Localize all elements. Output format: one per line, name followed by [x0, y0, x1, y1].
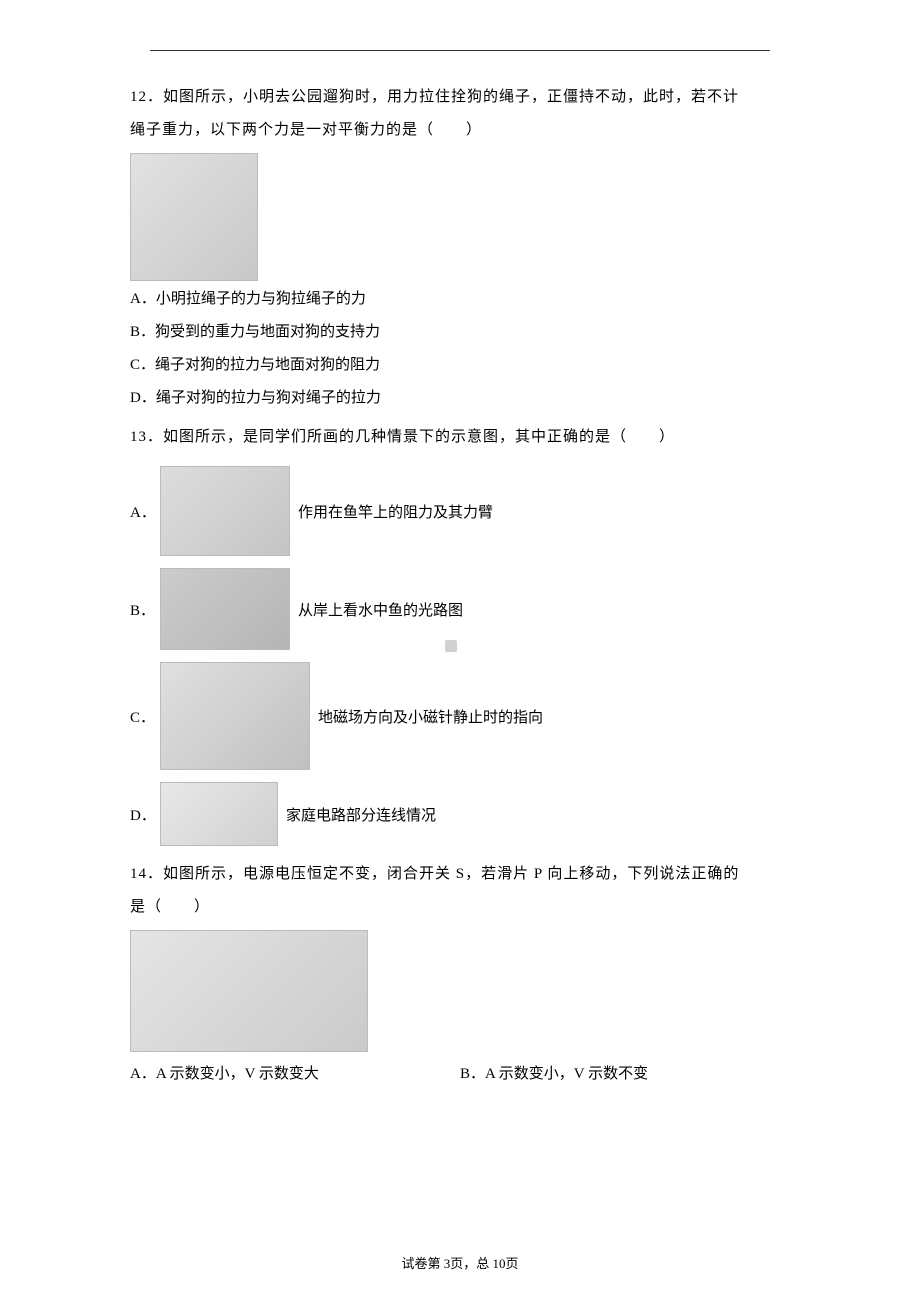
q12-stem-line2: 绳子重力，以下两个力是一对平衡力的是（ ） [130, 114, 790, 147]
q14-stem-line1: 14．如图所示，电源电压恒定不变，闭合开关 S，若滑片 P 向上移动，下列说法正… [130, 858, 790, 891]
q12-option-c: C．绳子对狗的拉力与地面对狗的阻力 [130, 349, 790, 382]
q13-option-d: D． 家庭电路部分连线情况 [130, 782, 790, 846]
q12-stem-line1: 12．如图所示，小明去公园遛狗时，用力拉住拴狗的绳子，正僵持不动，此时，若不计 [130, 81, 790, 114]
q13-d-label: D． [130, 804, 158, 825]
q12-option-a: A．小明拉绳子的力与狗拉绳子的力 [130, 283, 790, 316]
q12-figure [130, 153, 258, 281]
q14-stem-line2: 是（ ） [130, 891, 790, 924]
watermark-dot [445, 640, 457, 652]
question-12: 12．如图所示，小明去公园遛狗时，用力拉住拴狗的绳子，正僵持不动，此时，若不计 … [130, 81, 790, 415]
q13-c-label: C． [130, 706, 158, 727]
exam-page: 12．如图所示，小明去公园遛狗时，用力拉住拴狗的绳子，正僵持不动，此时，若不计 … [0, 0, 920, 1302]
q13-a-desc: 作用在鱼竿上的阻力及其力臂 [298, 501, 493, 522]
q13-b-figure [160, 568, 290, 650]
q13-c-figure [160, 662, 310, 770]
q13-b-label: B． [130, 599, 158, 620]
q13-d-figure [160, 782, 278, 846]
q13-option-c: C． 地磁场方向及小磁针静止时的指向 [130, 662, 790, 770]
q14-options-row: A．A 示数变小，V 示数变大 B．A 示数变小，V 示数不变 [130, 1058, 790, 1091]
q14-option-a: A．A 示数变小，V 示数变大 [130, 1058, 460, 1091]
q12-option-b: B．狗受到的重力与地面对狗的支持力 [130, 316, 790, 349]
q13-d-desc: 家庭电路部分连线情况 [286, 804, 436, 825]
top-rule [150, 50, 770, 51]
q14-option-b: B．A 示数变小，V 示数不变 [460, 1058, 790, 1091]
q14-figure [130, 930, 368, 1052]
q12-option-d: D．绳子对狗的拉力与狗对绳子的拉力 [130, 382, 790, 415]
q13-stem: 13．如图所示，是同学们所画的几种情景下的示意图，其中正确的是（ ） [130, 421, 790, 454]
question-14: 14．如图所示，电源电压恒定不变，闭合开关 S，若滑片 P 向上移动，下列说法正… [130, 858, 790, 1091]
q13-option-a: A． 作用在鱼竿上的阻力及其力臂 [130, 466, 790, 556]
question-13: 13．如图所示，是同学们所画的几种情景下的示意图，其中正确的是（ ） A． 作用… [130, 421, 790, 846]
q13-b-desc: 从岸上看水中鱼的光路图 [298, 599, 463, 620]
q13-a-figure [160, 466, 290, 556]
q13-a-label: A． [130, 501, 158, 522]
q13-option-b: B． 从岸上看水中鱼的光路图 [130, 568, 790, 650]
page-footer: 试卷第 3页，总 10页 [0, 1253, 920, 1272]
q13-c-desc: 地磁场方向及小磁针静止时的指向 [318, 706, 543, 727]
